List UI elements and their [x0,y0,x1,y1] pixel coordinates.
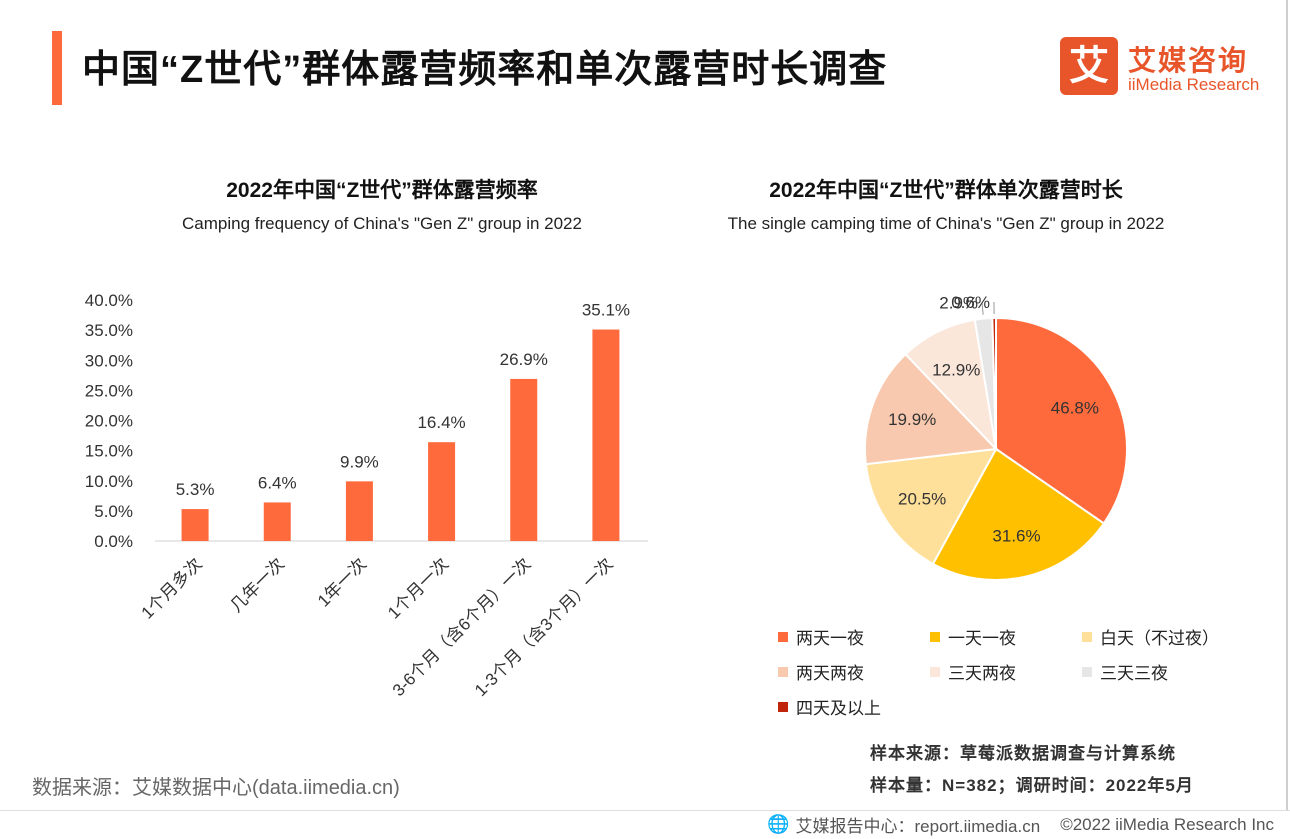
bar-value-label: 26.9% [500,350,548,369]
logo-text-en: iiMedia Research [1128,75,1260,94]
legend-item: 白天（不过夜） [1082,624,1219,649]
globe-icon: 🌐 [767,814,790,834]
bar-value-label: 5.3% [176,480,215,499]
x-tick-label: 几年一次 [227,554,289,616]
legend-label: 两天一夜 [796,629,864,648]
legend-swatch [778,666,788,677]
legend-item: 四天及以上 [778,694,881,719]
pie-slice [864,447,998,566]
legend-label: 一天一夜 [948,629,1016,648]
bar-chart-subtitle: Camping frequency of China's "Gen Z" gro… [182,214,582,233]
pie-slice [864,352,999,466]
x-tick-label: 1个月多次 [138,554,206,622]
bar [345,481,373,541]
legend-label: 白天（不过夜） [1100,629,1219,648]
footer: 🌐 艾媒报告中心：report.iimedia.cn ©2022 iiMedia… [767,812,1274,837]
legend-item: 两天一夜 [778,624,864,649]
legend-label: 两天两夜 [796,664,864,683]
legend-swatch [930,666,940,677]
pie-value-label: 19.9% [888,410,936,429]
pie-slice [991,316,997,450]
y-tick-label: 0.0% [94,532,133,551]
legend-item: 三天两夜 [930,659,1016,684]
y-tick-label: 5.0% [94,502,133,521]
pie-value-label: 31.6% [992,527,1040,546]
pie-value-label: 0.6% [951,293,990,312]
title-accent-bar [52,31,62,105]
legend-item: 一天一夜 [930,624,1016,649]
bar [181,509,209,541]
x-tick-label: 1-3个月（含3个月）一次 [471,554,617,700]
y-tick-label: 35.0% [85,321,133,340]
x-tick-label: 3-6个月（含6个月）一次 [389,554,535,700]
page-title: 中国“Z世代”群体露营频率和单次露营时长调查 [82,49,888,91]
pie-chart-title: 2022年中国“Z世代”群体单次露营时长 [769,179,1123,202]
bar [428,442,456,541]
sample-source: 样本来源：草莓派数据调查与计算系统 [870,744,1176,763]
y-tick-label: 10.0% [85,472,133,491]
pie-slice [904,318,998,453]
legend-label: 四天及以上 [796,699,881,718]
pie-value-label: 12.9% [932,360,980,379]
legend-swatch [930,631,940,642]
pie-chart-subtitle: The single camping time of China's "Gen … [727,214,1165,233]
x-tick-label: 1年一次 [314,554,370,610]
logo-mark: 艾 [1060,37,1118,95]
bar [510,378,538,541]
bar-value-label: 9.9% [340,452,379,471]
footer-site: 艾媒报告中心：report.iimedia.cn [795,817,1041,836]
pie-leader-line [981,302,984,315]
brand-logo: 艾 艾媒咨询 iiMedia Research [1060,37,1270,97]
legend-label: 三天三夜 [1100,664,1168,683]
pie-chart: 46.8% 31.6% 20.5% 19.9% 12.9% 2.9%0.6% [864,293,1128,581]
x-tick-label: 1个月一次 [384,554,452,622]
legend-swatch [778,701,788,712]
y-tick-label: 20.0% [85,412,133,431]
legend-item: 两天两夜 [778,659,864,684]
logo-text-cn: 艾媒咨询 [1128,45,1249,76]
bar [592,329,620,541]
y-tick-label: 30.0% [85,351,133,370]
data-source: 数据来源：艾媒数据中心(data.iimedia.cn) [32,777,400,799]
footer-copyright: ©2022 iiMedia Research Inc [1060,814,1274,834]
legend-swatch [1082,631,1092,642]
footer-divider [0,810,1290,811]
right-divider [1286,0,1288,810]
pie-slice [931,447,1106,581]
bar-chart-title: 2022年中国“Z世代”群体露营频率 [226,179,538,202]
pie-slice [995,316,1128,525]
bar-value-label: 16.4% [417,413,465,432]
legend-item: 三天三夜 [1082,659,1168,684]
legend-label: 三天两夜 [948,664,1016,683]
sample-size: 样本量：N=382；调研时间：2022年5月 [870,776,1194,795]
pie-value-label: 20.5% [898,490,946,509]
legend-swatch [1082,666,1092,677]
bar-chart: 0.0% 5.0% 10.0% 15.0% 20.0% 25.0% 30.0% 35.0% 40… [85,291,648,700]
y-tick-label: 40.0% [85,291,133,310]
y-tick-label: 15.0% [85,442,133,461]
pie-value-label: 2.9% [939,294,978,313]
pie-value-label: 46.8% [1051,399,1099,418]
bar-value-label: 35.1% [582,301,630,320]
y-tick-label: 25.0% [85,381,133,400]
bar-value-label: 6.4% [258,473,297,492]
bar [263,502,291,541]
legend-swatch [778,631,788,642]
